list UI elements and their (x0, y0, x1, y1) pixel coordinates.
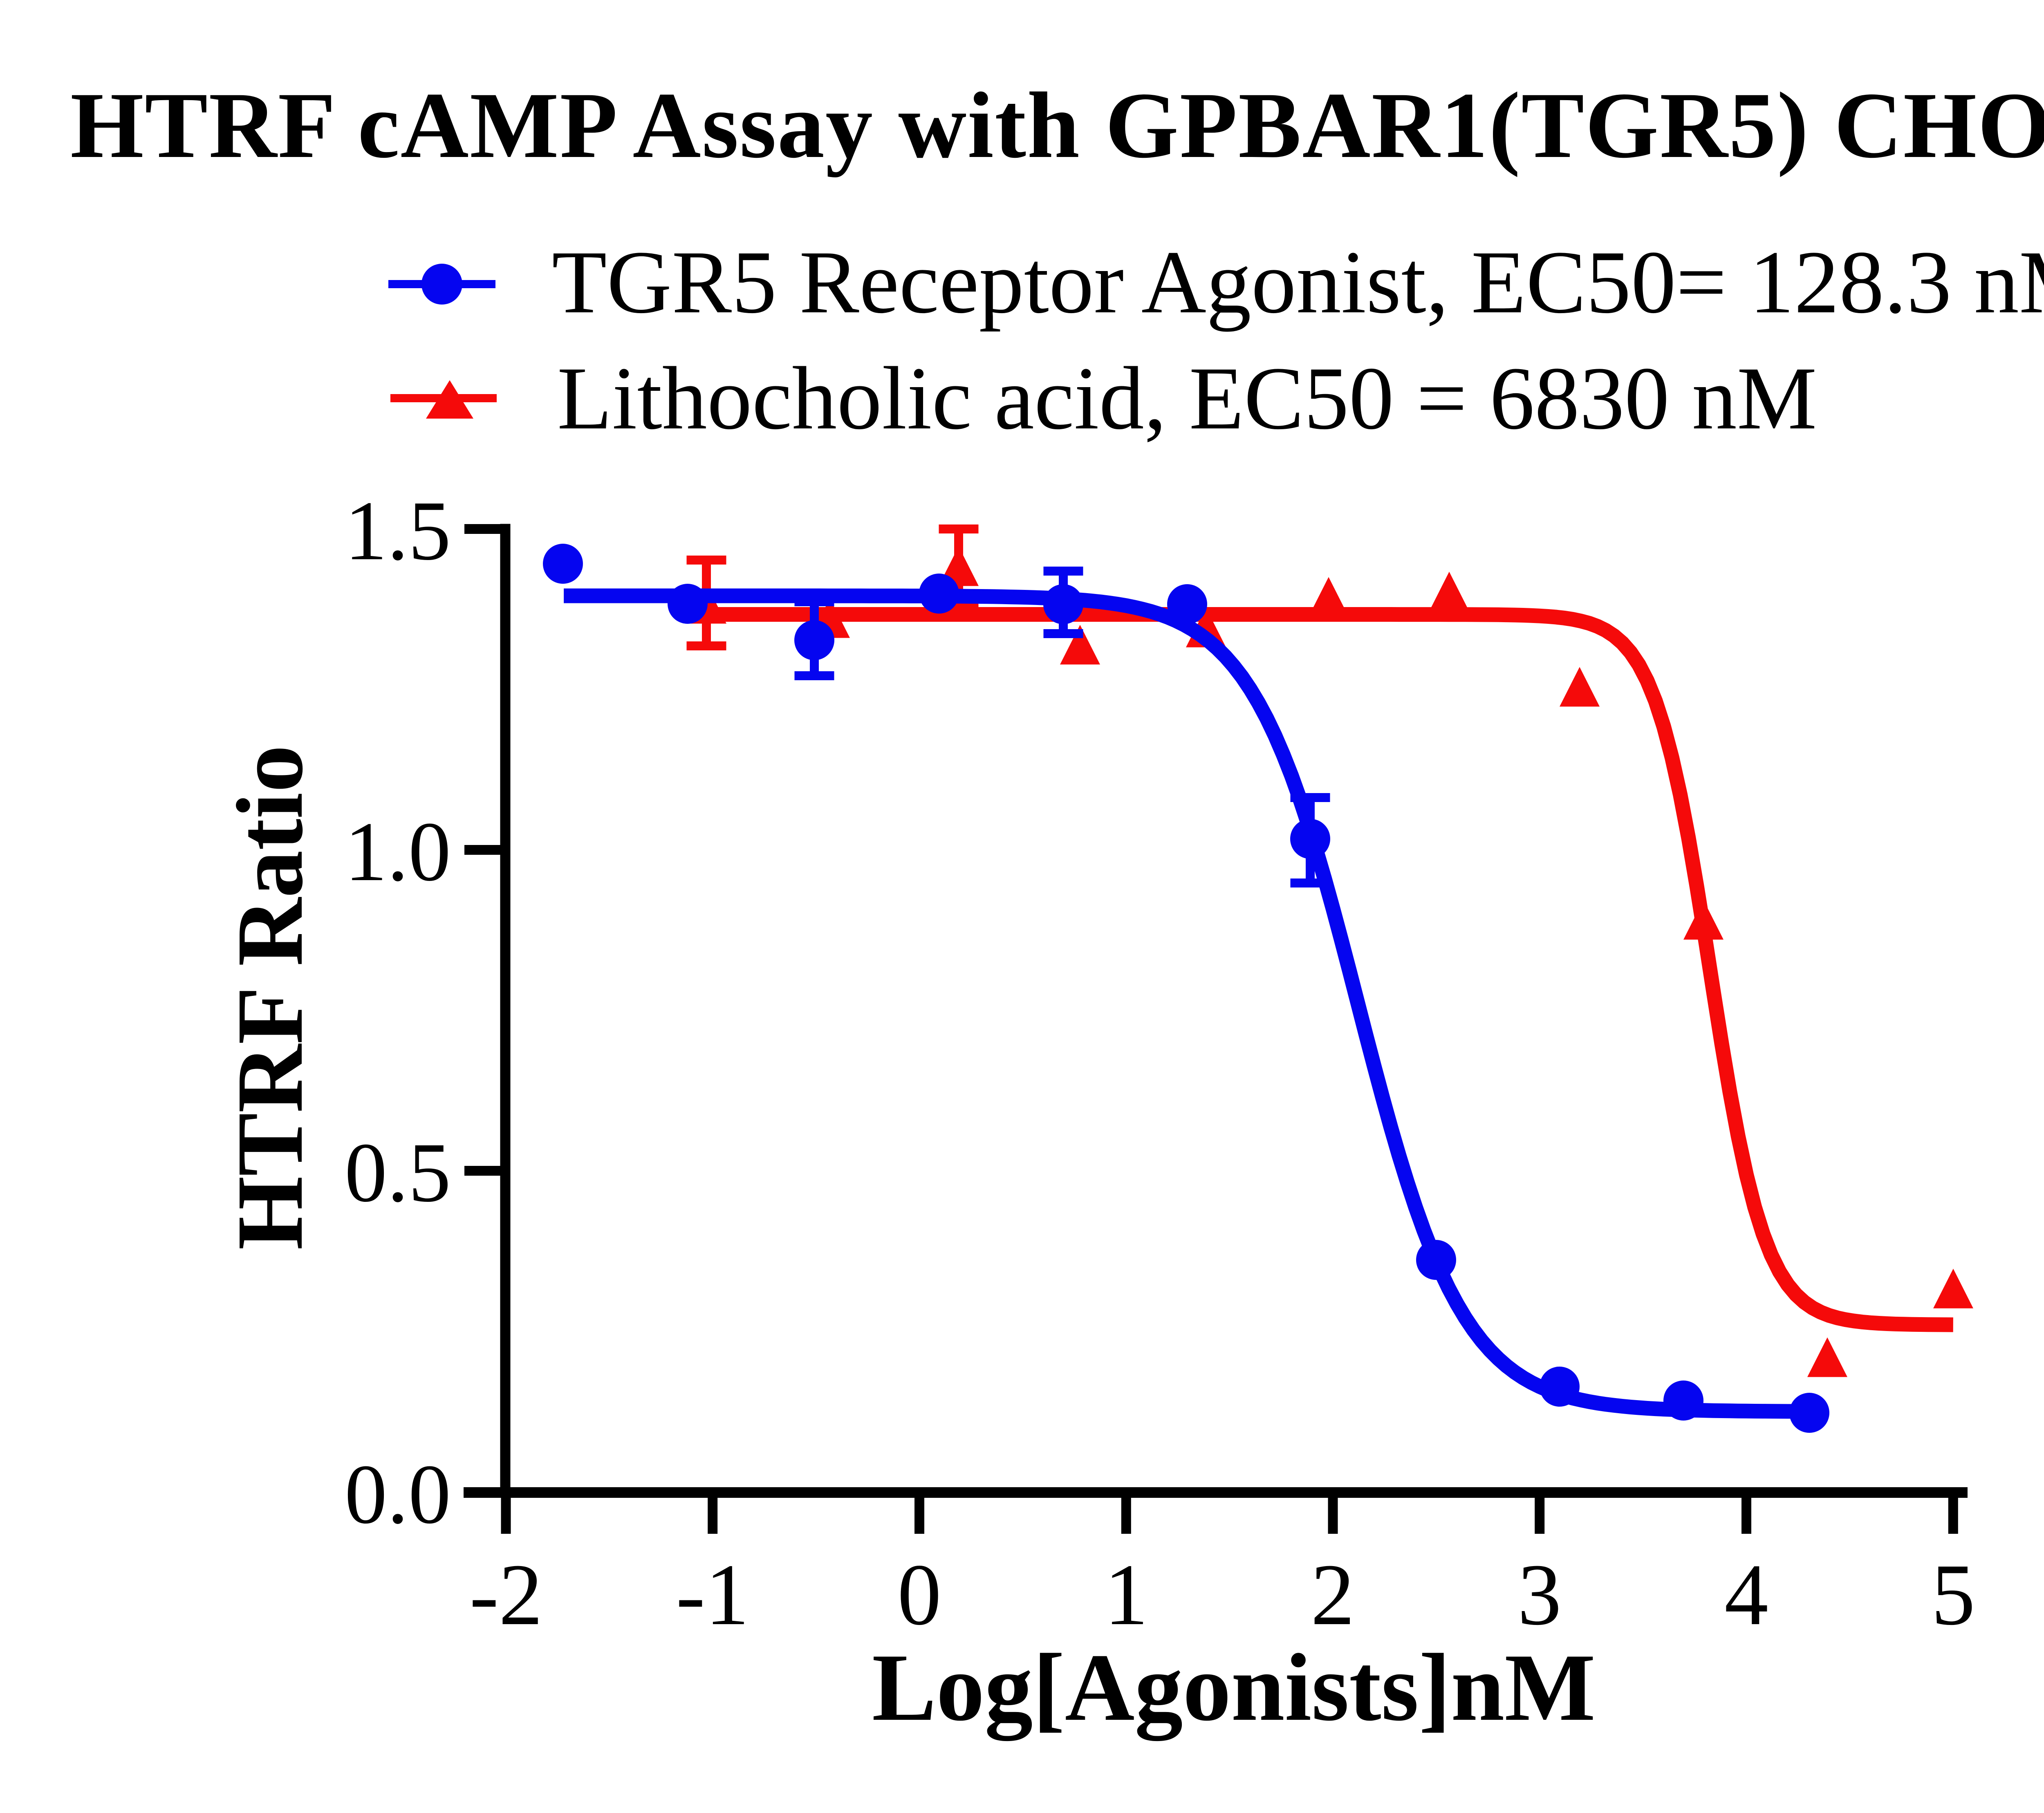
svg-text:4: 4 (1724, 1546, 1768, 1643)
svg-text:2: 2 (1311, 1546, 1355, 1643)
svg-text:Log[Agonists]nM: Log[Agonists]nM (872, 1634, 1596, 1741)
svg-text:5: 5 (1931, 1546, 1975, 1643)
svg-text:Lithocholic acid, EC50 = 6830: Lithocholic acid, EC50 = 6830 nM (557, 348, 1817, 448)
svg-text:-2: -2 (469, 1546, 542, 1643)
svg-text:3: 3 (1517, 1546, 1562, 1643)
svg-text:TGR5 Receptor Agonist, EC50= 1: TGR5 Receptor Agonist, EC50= 128.3 nM (552, 232, 2044, 332)
svg-text:1: 1 (1104, 1546, 1148, 1643)
svg-text:0: 0 (897, 1546, 941, 1643)
svg-text:0.0: 0.0 (345, 1447, 451, 1541)
svg-text:1.5: 1.5 (345, 484, 451, 578)
svg-text:0.5: 0.5 (345, 1125, 451, 1219)
svg-text:HTRF Ratio: HTRF Ratio (217, 745, 323, 1250)
svg-text:HTRF cAMP Assay with GPBAR1(TG: HTRF cAMP Assay with GPBAR1(TGR5) CHO(C2… (70, 66, 2044, 179)
svg-text:-1: -1 (676, 1546, 749, 1643)
svg-text:1.0: 1.0 (345, 805, 451, 899)
